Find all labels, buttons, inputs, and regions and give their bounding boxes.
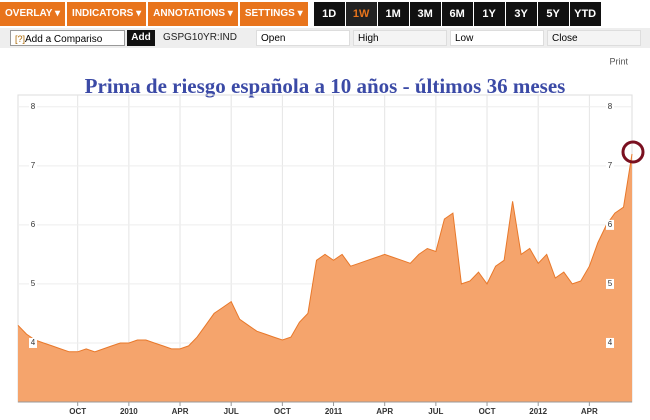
price-field: High xyxy=(353,30,447,46)
y-tick-label: 7 xyxy=(608,161,613,170)
price-field: Low xyxy=(450,30,544,46)
y-tick-label: 8 xyxy=(31,102,36,111)
y-tick-box xyxy=(29,160,37,171)
menu-button[interactable]: SETTINGS ▾ xyxy=(239,2,308,26)
range-button[interactable]: 3M xyxy=(409,2,441,26)
y-tick-box xyxy=(606,278,614,289)
y-tick-box xyxy=(606,219,614,230)
x-tick-label: JUL xyxy=(224,407,239,416)
price-field: Close xyxy=(547,30,641,46)
y-tick-box xyxy=(29,219,37,230)
x-tick-label: 2011 xyxy=(325,407,343,416)
chart-title: Prima de riesgo española a 10 años - últ… xyxy=(85,74,566,98)
range-button[interactable]: 3Y xyxy=(505,2,537,26)
y-tick-label: 8 xyxy=(608,102,613,111)
range-button[interactable]: 1W xyxy=(345,2,377,26)
range-button[interactable]: 1Y xyxy=(473,2,505,26)
y-tick-label: 5 xyxy=(31,279,36,288)
help-icon[interactable]: [?] xyxy=(15,34,26,44)
print-link: Print xyxy=(609,56,628,66)
y-tick-box xyxy=(29,278,37,289)
y-tick-box xyxy=(29,101,37,112)
ticker: GSPG10YR:IND xyxy=(163,32,237,43)
compare-bar: [?]Add a Compariso Add GSPG10YR:IND Open… xyxy=(0,28,650,48)
menu-button[interactable]: INDICATORS ▾ xyxy=(67,2,147,26)
x-tick-label: OCT xyxy=(479,407,496,416)
range-button[interactable]: 1D xyxy=(313,2,345,26)
x-tick-label: OCT xyxy=(69,407,86,416)
range-button[interactable]: YTD xyxy=(569,2,601,26)
area xyxy=(18,154,632,402)
menu-button[interactable]: ANNOTATIONS ▾ xyxy=(148,2,238,26)
y-tick-label: 4 xyxy=(608,338,613,347)
range-button[interactable]: 6M xyxy=(441,2,473,26)
y-tick-label: 5 xyxy=(608,279,613,288)
compare-input-text: Add a Compariso xyxy=(25,34,103,45)
y-tick-label: 7 xyxy=(31,161,36,170)
y-tick-box xyxy=(606,337,614,348)
range-button[interactable]: 1M xyxy=(377,2,409,26)
x-tick-label: 2010 xyxy=(120,407,138,416)
y-tick-label: 6 xyxy=(608,220,613,229)
y-tick-box xyxy=(606,160,614,171)
y-tick-label: 4 xyxy=(31,338,36,347)
line xyxy=(17,153,633,353)
toolbar: OVERLAY ▾ INDICATORS ▾ ANNOTATIONS ▾ SETTIN… xyxy=(0,0,650,28)
y-tick-box xyxy=(29,337,37,348)
x-tick-label: 2012 xyxy=(529,407,547,416)
add-button[interactable]: Add xyxy=(127,30,155,46)
compare-input[interactable]: [?]Add a Compariso xyxy=(10,30,125,46)
menu-button[interactable]: OVERLAY ▾ xyxy=(0,2,66,26)
y-tick-label: 6 xyxy=(31,220,36,229)
x-tick-label: APR xyxy=(376,407,393,416)
x-tick-label: OCT xyxy=(274,407,291,416)
x-tick-label: JUL xyxy=(428,407,443,416)
highlight-circle xyxy=(621,140,645,164)
price-field: Open xyxy=(256,30,350,46)
range-button[interactable]: 5Y xyxy=(537,2,569,26)
y-tick-box xyxy=(606,101,614,112)
x-tick-label: APR xyxy=(172,407,189,416)
x-tick-label: APR xyxy=(581,407,598,416)
